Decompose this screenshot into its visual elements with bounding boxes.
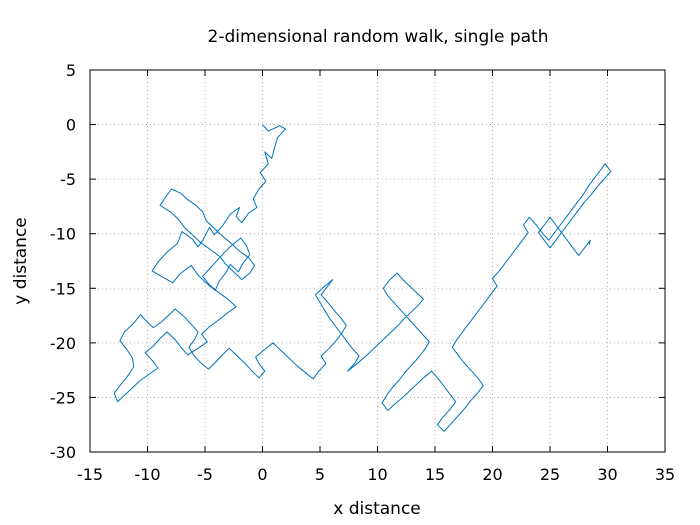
x-tick-label: 0	[257, 465, 267, 484]
y-tick-label: -15	[50, 279, 76, 298]
x-tick-label: -15	[77, 465, 103, 484]
y-tick-label: -10	[50, 225, 76, 244]
y-axis-title: y distance	[11, 217, 31, 305]
y-tick-label: -25	[50, 388, 76, 407]
grid-lines	[90, 70, 665, 452]
y-tick-label: 0	[66, 116, 76, 135]
x-tick-label: 5	[315, 465, 325, 484]
x-axis-title: x distance	[333, 499, 421, 519]
x-tick-label: 30	[597, 465, 617, 484]
x-tick-label: 35	[655, 465, 675, 484]
y-tick-label: -30	[50, 443, 76, 462]
y-tick-label: -20	[50, 334, 76, 353]
x-tick-label: 15	[425, 465, 445, 484]
x-tick-label: -5	[197, 465, 213, 484]
x-tick-label: 10	[367, 465, 387, 484]
y-tick-label: -5	[60, 170, 76, 189]
chart-title: 2-dimensional random walk, single path	[208, 27, 549, 47]
walk-series	[113, 124, 612, 432]
walk-path-line	[113, 124, 612, 432]
x-tick-label: -10	[134, 465, 160, 484]
x-tick-label: 25	[540, 465, 560, 484]
axis-ticks	[89, 69, 666, 453]
x-axis-tick-labels: -15 -10 -5 0 5 10 15 20 25 30 35	[77, 465, 675, 484]
y-axis-tick-labels: 5 0 -5 -10 -15 -20 -25 -30	[50, 61, 76, 462]
x-tick-label: 20	[482, 465, 502, 484]
y-tick-label: 5	[66, 61, 76, 80]
